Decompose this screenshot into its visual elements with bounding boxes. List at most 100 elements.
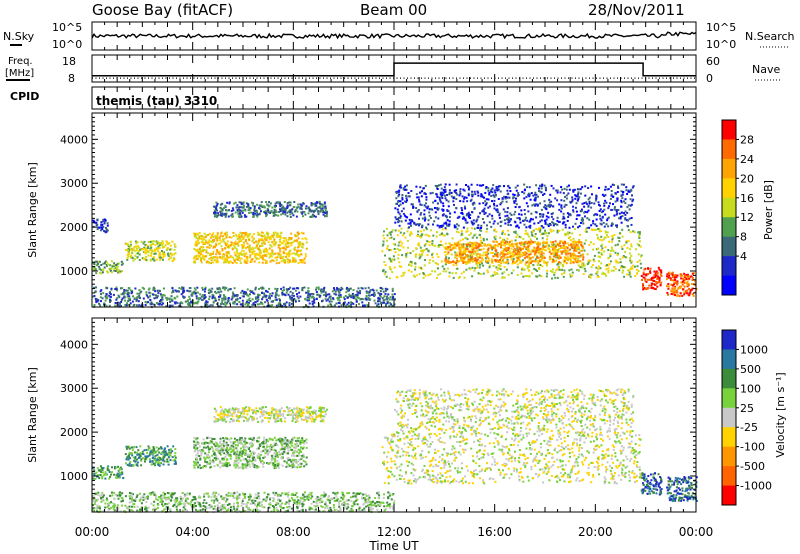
data-cell [241,245,244,248]
data-cell [467,259,470,262]
data-cell [628,273,631,276]
data-cell [163,251,165,254]
data-cell [466,227,469,230]
data-cell [216,214,219,217]
data-cell [399,240,402,243]
data-cell [568,184,570,187]
data-cell [484,204,487,207]
data-cell [487,261,490,264]
data-cell [210,244,212,247]
data-cell [402,187,405,190]
data-cell [308,208,311,211]
data-cell [195,254,198,257]
data-cell [100,289,103,292]
data-cell [421,254,423,257]
data-cell [511,243,514,245]
data-cell [551,212,554,215]
data-cell [638,235,641,238]
data-cell [572,190,575,193]
data-cell [465,184,467,186]
data-cell [317,211,320,214]
data-cell [261,261,264,264]
cpid-mode-text: themis (tau) 3310 [96,94,217,108]
data-cell [126,293,129,296]
data-cell [666,278,668,281]
data-cell [147,301,150,304]
data-cell [221,257,224,260]
data-cell [631,264,634,267]
data-cell [102,292,105,295]
data-cell [216,239,219,242]
data-cell [492,184,495,187]
data-cell [283,240,286,243]
data-cell [474,233,477,236]
data-cell [325,295,328,298]
data-cell [526,265,529,268]
data-cell [131,249,134,252]
data-cell [622,191,624,194]
data-cell [411,203,414,206]
data-cell [117,304,120,307]
data-cell [678,295,681,298]
data-cell [217,212,220,215]
data-cell [550,245,553,248]
data-cell [455,254,458,257]
data-cell [513,249,515,251]
data-cell [519,221,522,224]
data-cell [519,250,522,253]
data-cell [410,262,413,265]
data-cell [535,249,538,252]
data-cell [398,204,400,207]
data-cell [237,254,240,257]
data-cell [553,260,556,263]
data-cell [681,280,684,283]
data-cell [519,255,521,258]
data-cell [153,250,156,253]
data-cell [534,197,537,200]
data-cell [511,244,514,247]
data-cell [641,279,643,281]
data-cell [239,237,242,240]
data-cell [514,230,517,233]
data-cell [677,287,680,290]
data-cell [539,259,542,262]
data-cell [204,286,207,289]
data-cell [236,209,239,212]
data-cell [152,240,155,243]
data-cell [355,295,358,298]
data-cell [508,241,511,244]
data-cell [436,208,439,211]
data-cell [667,283,670,285]
data-cell [484,187,487,190]
data-cell [649,267,652,270]
data-cell [272,259,275,262]
data-cell [425,228,428,231]
data-cell [449,242,451,245]
data-cell [272,214,275,217]
data-cell [564,242,567,245]
data-cell [522,251,525,254]
data-cell [602,273,605,275]
data-cell [614,251,617,254]
data-cell [467,244,470,247]
data-cell [541,257,544,260]
data-cell [93,263,96,266]
data-cell [280,207,283,210]
data-cell [562,246,565,249]
data-cell [391,289,394,292]
data-cell [201,254,204,257]
data-cell [454,254,457,257]
data-cell [506,243,509,245]
data-cell [686,284,689,287]
data-cell [468,250,471,253]
data-cell [301,260,304,263]
data-cell [142,247,145,250]
data-cell [468,186,471,189]
data-cell [215,253,218,256]
data-cell [238,208,240,211]
data-cell [267,252,270,255]
data-cell [583,264,586,267]
data-cell [504,233,506,236]
data-cell [675,291,678,294]
